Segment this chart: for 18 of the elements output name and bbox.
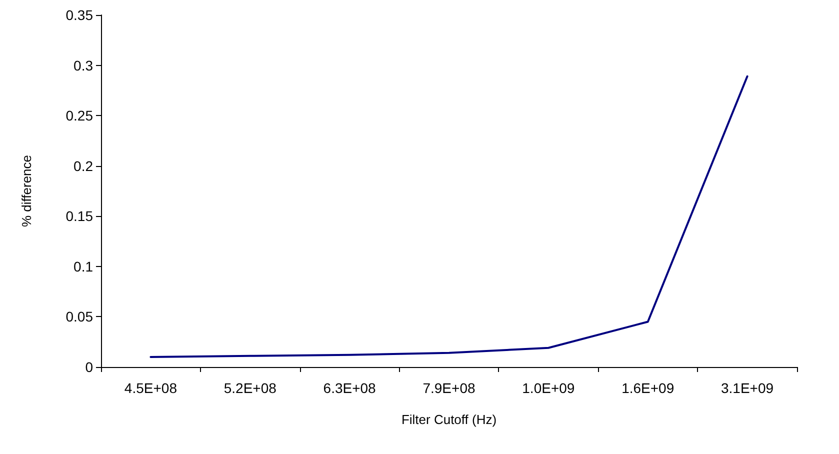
- x-axis-title: Filter Cutoff (Hz): [401, 412, 497, 427]
- line-series: [150, 75, 748, 358]
- y-tick-label: 0.25: [66, 108, 94, 124]
- y-tick-label: 0: [85, 359, 94, 375]
- x-tick-label: 4.5E+08: [124, 380, 178, 396]
- y-axis-title: % difference: [19, 154, 34, 228]
- x-tick-label: 6.3E+08: [323, 380, 376, 396]
- y-tick-label: 0.2: [74, 158, 94, 174]
- x-tick-label: 3.1E+09: [721, 380, 774, 396]
- x-tick-label: 7.9E+08: [422, 380, 476, 396]
- y-tick-label: 0.35: [66, 7, 94, 23]
- x-tick-label: 1.0E+09: [522, 380, 575, 396]
- y-tick-label: 0.05: [66, 308, 94, 325]
- x-tick-label: 1.6E+09: [622, 380, 674, 396]
- y-tick-label: 0.3: [74, 57, 94, 74]
- y-tick-label: 0.1: [74, 258, 94, 274]
- y-tick-label: 0.15: [66, 208, 94, 224]
- x-tick-label: 5.2E+08: [224, 380, 277, 396]
